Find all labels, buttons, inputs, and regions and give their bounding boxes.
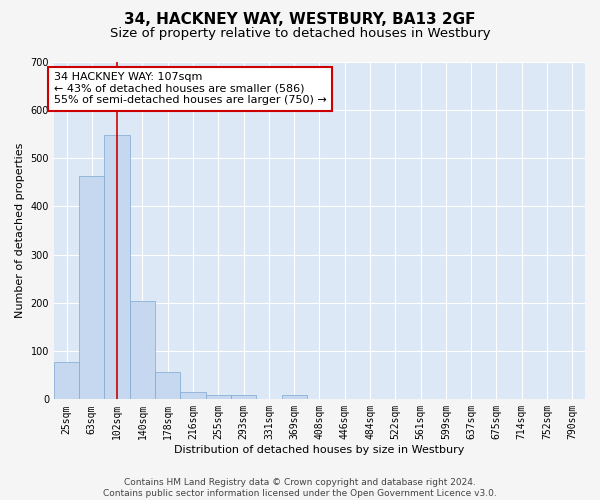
Text: 34, HACKNEY WAY, WESTBURY, BA13 2GF: 34, HACKNEY WAY, WESTBURY, BA13 2GF — [124, 12, 476, 28]
Bar — [181, 392, 206, 400]
Bar — [130, 302, 155, 400]
Bar — [79, 176, 104, 400]
Text: 34 HACKNEY WAY: 107sqm
← 43% of detached houses are smaller (586)
55% of semi-de: 34 HACKNEY WAY: 107sqm ← 43% of detached… — [54, 72, 326, 106]
Text: Size of property relative to detached houses in Westbury: Size of property relative to detached ho… — [110, 28, 490, 40]
Bar — [155, 372, 181, 400]
Bar — [231, 394, 256, 400]
Text: Contains HM Land Registry data © Crown copyright and database right 2024.
Contai: Contains HM Land Registry data © Crown c… — [103, 478, 497, 498]
Y-axis label: Number of detached properties: Number of detached properties — [15, 142, 25, 318]
Bar — [104, 135, 130, 400]
Bar — [206, 394, 231, 400]
Bar — [54, 362, 79, 400]
X-axis label: Distribution of detached houses by size in Westbury: Distribution of detached houses by size … — [174, 445, 464, 455]
Bar — [281, 396, 307, 400]
